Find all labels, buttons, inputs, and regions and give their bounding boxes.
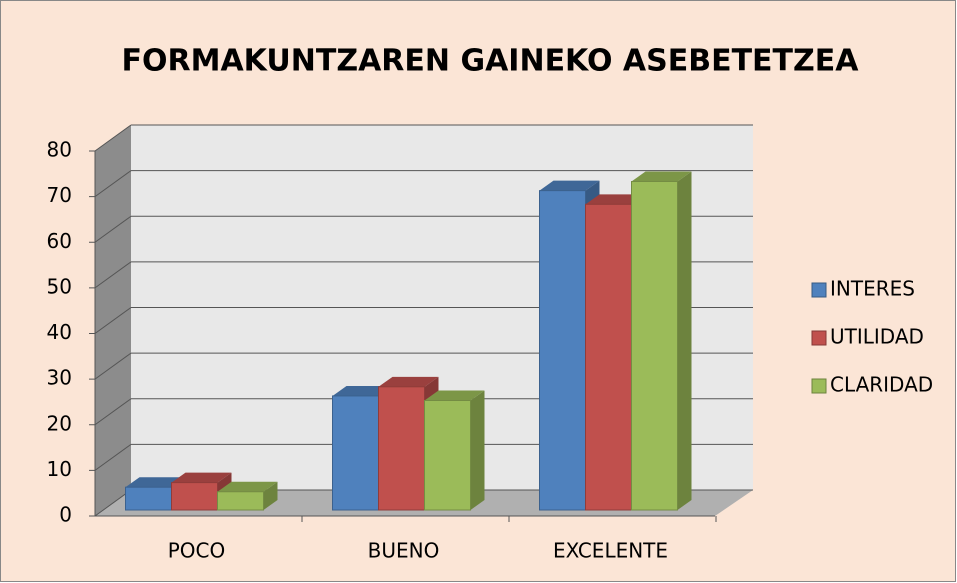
bar-top bbox=[585, 194, 646, 205]
legend-swatch bbox=[811, 330, 827, 346]
bar-side bbox=[263, 481, 278, 510]
bar bbox=[378, 386, 425, 511]
x-tick-label: POCO bbox=[168, 539, 226, 563]
bar-side bbox=[470, 390, 485, 510]
grid-line bbox=[94, 398, 132, 426]
bar bbox=[631, 181, 678, 511]
legend-label: CLARIDAD bbox=[830, 373, 933, 397]
bar bbox=[539, 190, 586, 511]
y-tick-label: 0 bbox=[59, 503, 72, 527]
grid-line bbox=[94, 170, 132, 198]
grid-line bbox=[94, 352, 132, 380]
bar bbox=[424, 400, 471, 511]
y-tick-label: 60 bbox=[47, 229, 72, 253]
y-tick-label: 80 bbox=[47, 138, 72, 162]
bar-top bbox=[125, 477, 186, 488]
legend-swatch bbox=[811, 378, 827, 394]
bar bbox=[171, 482, 218, 511]
y-tick-label: 50 bbox=[47, 274, 72, 298]
bar-top bbox=[217, 481, 278, 492]
bar-top bbox=[631, 171, 692, 182]
legend-label: UTILIDAD bbox=[830, 325, 924, 349]
chart-title: FORMAKUNTZAREN GAINEKO ASEBETETZEA bbox=[122, 44, 860, 79]
bar-top bbox=[332, 385, 393, 396]
grid-line bbox=[94, 261, 132, 289]
y-tick-label: 20 bbox=[47, 411, 72, 435]
legend-swatch bbox=[811, 282, 827, 298]
bar-top bbox=[378, 376, 439, 387]
bar bbox=[217, 491, 264, 511]
bar-top bbox=[424, 390, 485, 401]
bar-top bbox=[539, 180, 600, 191]
bar bbox=[125, 486, 172, 511]
grid-line bbox=[94, 443, 132, 471]
bar-side bbox=[677, 171, 692, 510]
bar bbox=[332, 395, 379, 511]
grid-line bbox=[94, 124, 132, 152]
legend-label: INTERES bbox=[830, 277, 915, 301]
bar bbox=[585, 203, 632, 511]
y-tick-label: 30 bbox=[47, 366, 72, 390]
x-tick-label: BUENO bbox=[368, 539, 440, 563]
y-tick-label: 40 bbox=[47, 320, 72, 344]
x-tick-label: EXCELENTE bbox=[553, 539, 668, 563]
grid-line bbox=[94, 307, 132, 334]
grid-line bbox=[94, 215, 132, 243]
bar-top bbox=[171, 472, 232, 483]
y-tick-label: 10 bbox=[47, 457, 72, 481]
y-tick-label: 70 bbox=[47, 183, 72, 207]
